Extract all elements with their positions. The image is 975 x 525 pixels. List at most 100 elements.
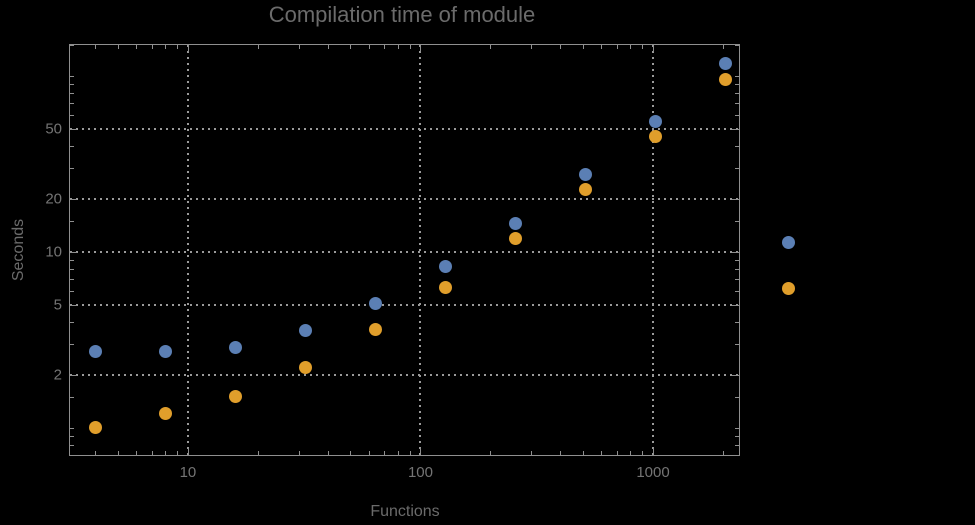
y-tick-left [70,198,77,200]
data-point-series-1-blue [438,260,452,274]
data-point-series-2-orange [438,280,452,294]
x-tick-top [368,45,370,49]
x-tick-bottom [136,451,138,455]
y-tick-right [732,251,739,253]
x-tick-bottom [531,451,533,455]
y-tick-left [70,75,74,77]
x-tick-top [117,45,119,49]
x-axis-label: Functions [370,503,440,520]
y-tick-right [735,321,739,323]
x-tick-bottom [165,451,167,455]
x-tick-top [257,45,259,49]
y-tick-left [70,435,74,437]
x-tick-bottom [490,451,492,455]
y-tick-label: 10 [45,243,62,261]
y-tick-left [70,45,74,46]
x-tick-top [490,45,492,49]
x-tick-top [723,45,725,49]
y-tick-right [735,444,739,446]
x-tick-label: 1000 [636,464,670,481]
y-tick-right [735,435,739,437]
y-tick-right [732,128,739,130]
x-tick-bottom [95,451,97,455]
x-tick-top [165,45,167,49]
x-tick-bottom [327,451,329,455]
data-point-series-1-blue [228,341,242,355]
y-tick-right [735,220,739,222]
x-tick-bottom [420,448,422,455]
y-tick-right [735,290,739,292]
legend-marker-2 [781,281,795,295]
x-tick-top [642,45,644,49]
y-axis-label: Seconds [10,218,27,282]
y-tick-left [70,454,74,456]
y-gridline [70,127,739,130]
x-tick-bottom [630,451,632,455]
x-tick-bottom [583,451,585,455]
x-gridline [186,45,189,455]
data-point-series-1-blue [718,57,732,71]
y-gridline [70,373,739,376]
y-tick-right [735,103,739,105]
x-tick-bottom [368,451,370,455]
data-point-series-2-orange [718,72,732,86]
x-tick-bottom [187,448,189,455]
x-tick-top [187,45,189,52]
y-tick-left [70,427,74,429]
x-tick-top [95,45,97,49]
y-tick-left [70,220,74,222]
data-point-series-1-blue [88,345,102,359]
plot-frame [69,44,740,456]
data-point-series-1-blue [648,115,662,129]
data-point-series-1-blue [158,345,172,359]
x-tick-top [560,45,562,49]
x-tick-label: 100 [407,464,433,481]
y-tick-right [732,304,739,306]
data-point-series-1-blue [368,297,382,311]
x-tick-top [151,45,153,49]
y-gridline [70,250,739,253]
legend-marker-1 [781,235,795,249]
x-tick-bottom [298,451,300,455]
y-tick-left [70,251,77,253]
x-tick-bottom [642,451,644,455]
y-tick-left [70,444,74,446]
data-point-series-2-orange [88,421,102,435]
x-tick-top [327,45,329,49]
x-tick-bottom [617,451,618,455]
x-tick-top [397,45,399,49]
data-point-series-2-orange [158,407,172,421]
x-tick-bottom [350,451,352,455]
y-tick-left [70,93,74,95]
y-tick-right [735,427,739,429]
y-tick-left [70,167,74,169]
x-gridline [419,45,422,455]
y-tick-right [735,93,739,95]
x-tick-top [583,45,585,49]
x-tick-bottom [177,451,179,455]
y-tick-left [70,145,74,147]
data-point-series-2-orange [298,360,312,374]
x-tick-top [384,45,386,49]
y-tick-right [735,279,739,281]
x-tick-top [531,45,533,49]
x-tick-bottom [384,451,386,455]
x-tick-bottom [560,451,562,455]
y-tick-left [70,114,74,116]
y-tick-label: 20 [45,190,62,208]
y-tick-right [735,167,739,169]
chart-title: Compilation time of module [268,2,536,27]
x-tick-bottom [257,451,259,455]
y-tick-left [70,128,77,130]
y-tick-left [70,279,74,281]
y-tick-left [70,304,77,306]
y-tick-right [732,374,739,376]
data-point-series-2-orange [648,129,662,143]
y-tick-label: 2 [53,366,62,384]
x-tick-top [630,45,632,49]
y-tick-right [735,114,739,116]
x-tick-top [177,45,179,49]
x-tick-top [136,45,138,49]
data-point-series-2-orange [578,183,592,197]
x-tick-top [350,45,352,49]
